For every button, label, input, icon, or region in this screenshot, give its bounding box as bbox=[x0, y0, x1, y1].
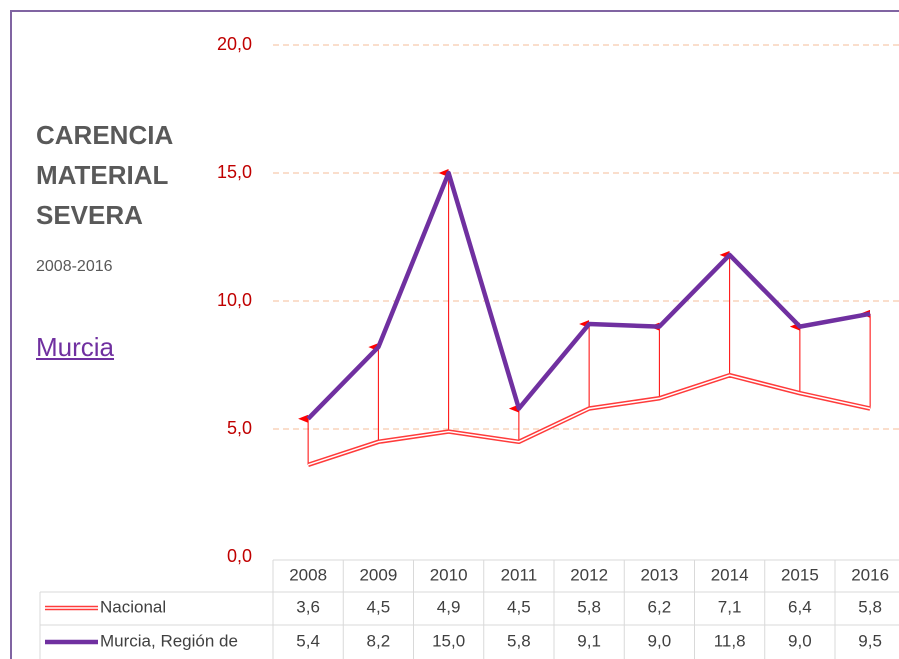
region-link[interactable]: Murcia bbox=[36, 332, 115, 362]
table-value: 15,0 bbox=[432, 631, 465, 650]
x-tick-label: 2012 bbox=[570, 565, 608, 584]
x-tick-label: 2010 bbox=[430, 565, 468, 584]
table-value: 4,5 bbox=[507, 597, 531, 616]
x-tick-label: 2009 bbox=[359, 565, 397, 584]
table-value: 9,5 bbox=[858, 631, 882, 650]
table-value: 5,4 bbox=[296, 631, 320, 650]
table-value: 5,8 bbox=[577, 597, 601, 616]
legend-label: Nacional bbox=[100, 597, 166, 616]
table-value: 6,2 bbox=[648, 597, 672, 616]
table-value: 8,2 bbox=[367, 631, 391, 650]
y-tick-label: 20,0 bbox=[217, 34, 252, 54]
table-value: 5,8 bbox=[858, 597, 882, 616]
table-value: 4,5 bbox=[367, 597, 391, 616]
table-value: 4,9 bbox=[437, 597, 461, 616]
table-value: 9,1 bbox=[577, 631, 601, 650]
x-tick-label: 2011 bbox=[501, 565, 538, 584]
table-value: 3,6 bbox=[296, 597, 320, 616]
chart-subtitle: 2008-2016 bbox=[36, 258, 113, 275]
x-tick-label: 2016 bbox=[851, 565, 889, 584]
chart-title: CARENCIA MATERIAL SEVERA bbox=[36, 120, 173, 230]
table-value: 9,0 bbox=[648, 631, 672, 650]
frame bbox=[10, 10, 899, 659]
x-tick-label: 2013 bbox=[640, 565, 678, 584]
y-tick-label: 5,0 bbox=[227, 418, 252, 438]
table-value: 11,8 bbox=[714, 631, 746, 650]
y-tick-label: 10,0 bbox=[217, 290, 252, 310]
x-tick-label: 2014 bbox=[711, 565, 749, 584]
y-tick-label: 0,0 bbox=[227, 546, 252, 566]
table-value: 6,4 bbox=[788, 597, 812, 616]
table-value: 9,0 bbox=[788, 631, 812, 650]
y-tick-label: 15,0 bbox=[217, 162, 252, 182]
x-tick-label: 2008 bbox=[289, 565, 327, 584]
legend-label: Murcia, Región de bbox=[100, 631, 238, 650]
series-line bbox=[306, 170, 871, 421]
table-value: 7,1 bbox=[718, 597, 742, 616]
series-line-inner bbox=[307, 374, 871, 466]
x-tick-label: 2015 bbox=[781, 565, 819, 584]
table-value: 5,8 bbox=[507, 631, 531, 650]
